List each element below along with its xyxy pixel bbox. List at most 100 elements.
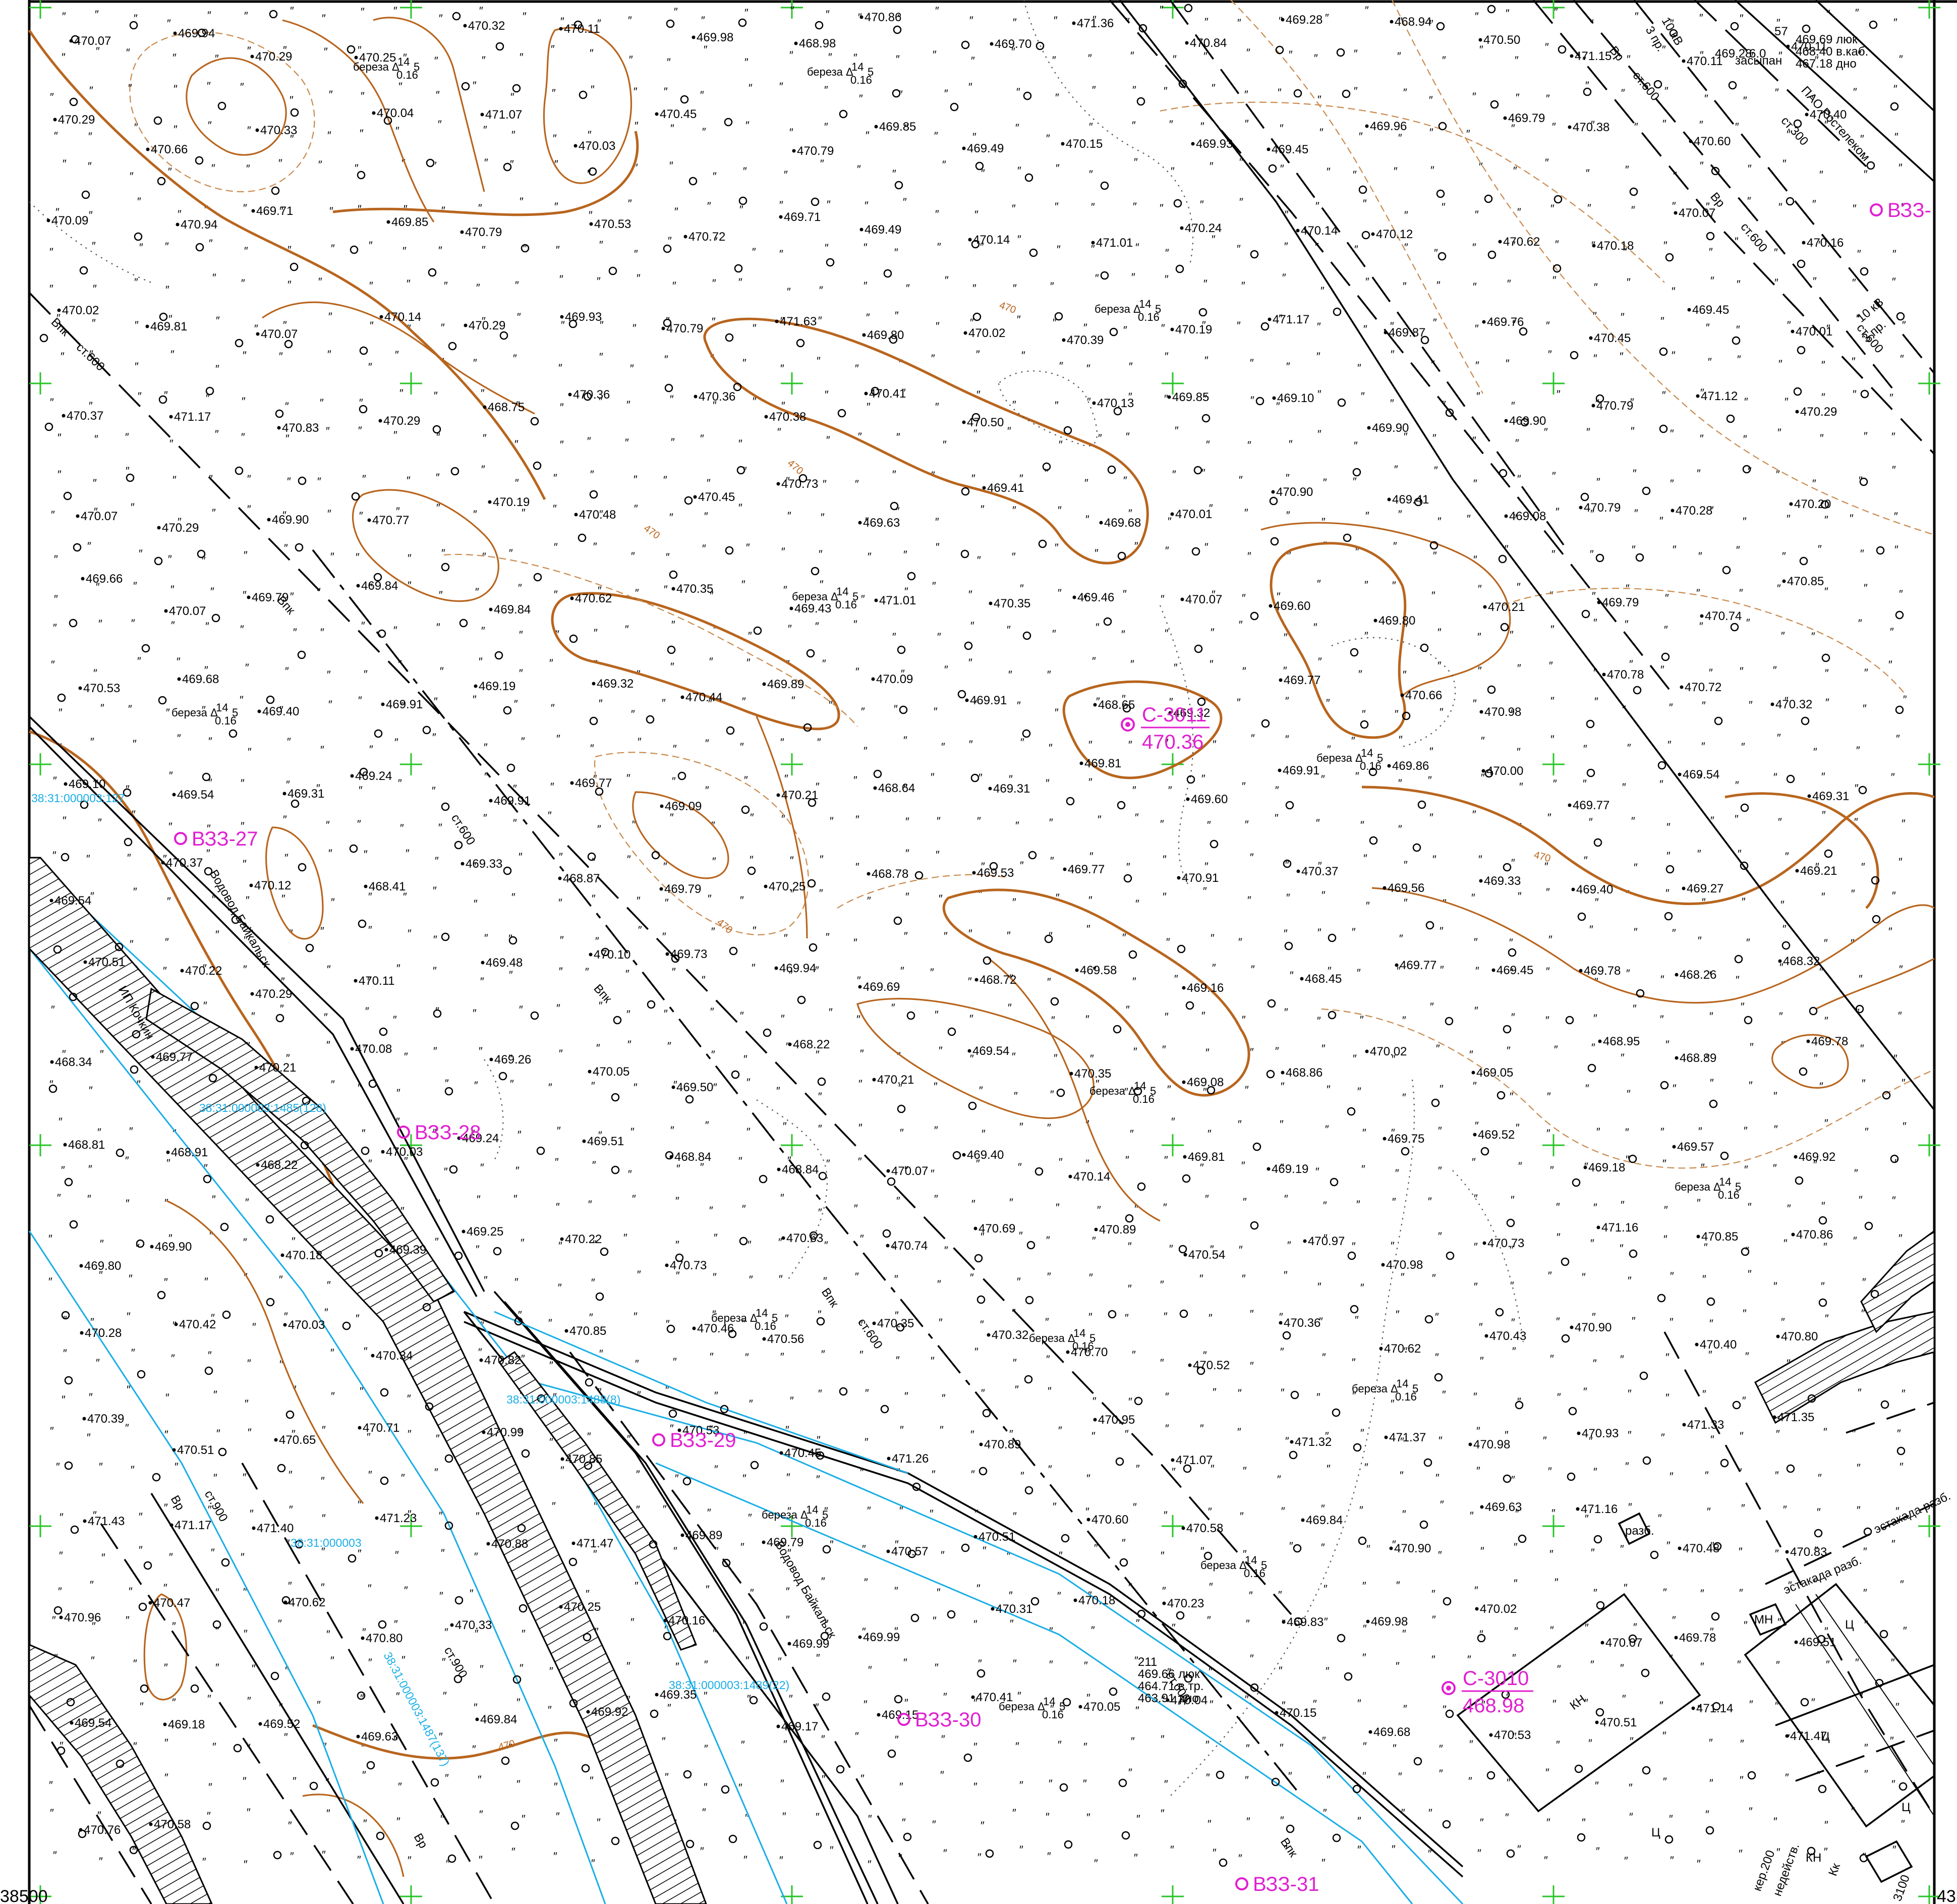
spot-value: 469.33 (466, 857, 502, 871)
grass-mark: ″ (982, 1128, 986, 1140)
shrub-symbol (1250, 1683, 1259, 1692)
grass-mark: ″ (1210, 160, 1214, 173)
shrub-symbol (1358, 1536, 1367, 1545)
grass-mark: ″ (1160, 202, 1164, 214)
grass-mark: ″ (473, 79, 477, 92)
grass-mark: ″ (738, 1781, 742, 1794)
spot-elevation: 470.45 (655, 107, 697, 121)
grass-mark: ″ (700, 1161, 704, 1173)
spot-value: 470.53 (83, 682, 120, 695)
grass-mark: ″ (1824, 1819, 1828, 1831)
grass-mark: ″ (1328, 965, 1332, 977)
spot-value: 470.85 (1787, 575, 1824, 588)
shrub-symbol (1519, 327, 1528, 336)
cadastral-label: 38:31:000003:1485(128) (199, 1101, 326, 1114)
grass-mark: ″ (817, 736, 821, 749)
grass-mark: ″ (786, 1471, 790, 1484)
grass-mark: ″ (1404, 622, 1408, 635)
shrub-symbol (961, 487, 970, 496)
shrub-symbol (907, 572, 916, 581)
shrub-symbol (1480, 1147, 1489, 1156)
grass-mark: ″ (1815, 861, 1819, 873)
grass-mark: ″ (288, 1580, 292, 1592)
grass-mark: ″ (360, 1385, 364, 1397)
grass-mark: ″ (830, 1844, 834, 1857)
grass-mark: ″ (444, 1165, 448, 1178)
grass-mark: ″ (438, 821, 442, 834)
grass-mark: ″ (1014, 1090, 1018, 1102)
grass-mark: ″ (433, 1045, 437, 1057)
shrub-symbol (1117, 801, 1126, 810)
spot-dot (683, 235, 687, 239)
spot-dot (858, 985, 862, 989)
grass-mark: ″ (1287, 549, 1291, 562)
grass-mark: ″ (139, 547, 143, 560)
grass-mark: ″ (634, 1310, 638, 1323)
grass-mark: ″ (599, 999, 603, 1012)
spot-dot (254, 1066, 258, 1070)
grass-mark: ″ (285, 1664, 289, 1677)
pit-vzz-28[interactable]: ВЗЗ-28 (397, 1122, 481, 1144)
grass-mark: ″ (318, 158, 322, 171)
grass-mark: ″ (244, 1858, 248, 1871)
spot-dot (1269, 604, 1273, 608)
grass-mark: ″ (510, 91, 514, 103)
contour-line (129, 31, 315, 193)
grass-mark: ″ (1046, 1353, 1050, 1366)
pit-vzz-edge[interactable]: ВЗЗ- (1870, 199, 1931, 221)
spot-dot (873, 786, 877, 790)
pit-vzz-31[interactable]: ВЗЗ-31 (1235, 1873, 1319, 1895)
spot-dot (53, 118, 57, 122)
grass-mark: ″ (1853, 388, 1857, 401)
grass-mark: ″ (1013, 16, 1017, 29)
grass-mark: ″ (1354, 85, 1358, 97)
shrub-symbol (453, 1674, 463, 1684)
well-c3010[interactable]: С-3010 468.98 (1442, 1667, 1533, 1717)
shrub-symbol (568, 1557, 578, 1566)
grass-mark: ″ (134, 121, 138, 134)
spot-elevation: 469.53 (972, 866, 1014, 880)
shrub-symbol (1342, 89, 1351, 98)
grass-mark: ″ (1697, 1197, 1701, 1209)
spot-elevation: 470.45 (1589, 331, 1631, 345)
shrub-symbol (1026, 1241, 1035, 1250)
grass-mark: ″ (600, 319, 604, 331)
spot-value: 468.22 (261, 1158, 298, 1172)
grass-mark: ″ (1019, 1843, 1023, 1856)
grass-mark: ″ (1164, 1154, 1168, 1166)
pit-vzz-30[interactable]: ВЗЗ-30 (897, 1709, 981, 1731)
shrub-symbol (1109, 327, 1118, 337)
shrub-symbol (64, 1178, 73, 1187)
spot-dot (1367, 426, 1371, 430)
spot-dot (982, 486, 986, 490)
spot-dot (49, 899, 53, 903)
spot-value: 469.24 (355, 769, 392, 783)
pit-vzz-29[interactable]: ВЗЗ-29 (652, 1429, 736, 1451)
grass-mark: ″ (433, 965, 437, 977)
spot-value: 470.83 (1790, 1545, 1827, 1559)
grass-mark: ″ (203, 999, 207, 1012)
grass-mark: ″ (978, 1657, 982, 1670)
grass-mark: ″ (1173, 53, 1177, 66)
pit-label: ВЗЗ- (1887, 199, 1931, 221)
grass-mark: ″ (359, 510, 363, 522)
grass-mark: ″ (251, 1010, 255, 1023)
grass-mark: ″ (248, 1426, 252, 1439)
grass-mark: ″ (1049, 1777, 1053, 1790)
pit-vzz-27[interactable]: ВЗЗ-27 (174, 828, 258, 850)
shrub-symbol (976, 1295, 986, 1304)
shrub-symbol (1711, 1612, 1720, 1621)
grass-mark: ″ (1161, 1694, 1165, 1706)
grass-mark: ″ (1052, 54, 1056, 67)
grass-mark: ″ (1323, 1807, 1327, 1819)
well-c3011[interactable]: С-3011 470.36 (1121, 704, 1210, 753)
spot-dot (660, 804, 664, 808)
grass-mark: ″ (1396, 1308, 1400, 1321)
grass-mark: ″ (326, 1039, 330, 1051)
grass-mark: ″ (1891, 430, 1895, 443)
spot-elevation: 470.07 (69, 34, 111, 48)
spot-elevation: 470.88 (486, 1537, 528, 1551)
spot-dot (80, 1331, 84, 1335)
spot-elevation: 470.41 (971, 1691, 1013, 1704)
grass-mark: ″ (944, 663, 948, 676)
